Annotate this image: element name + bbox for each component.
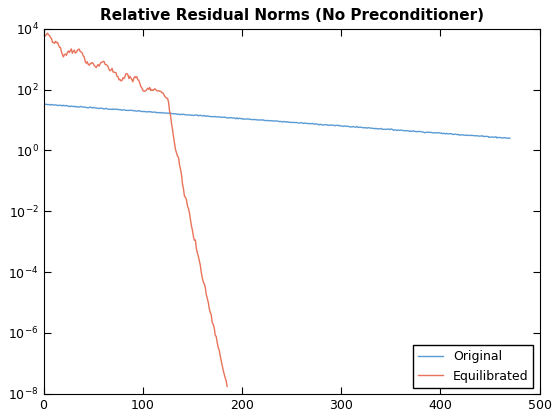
Line: Equilibrated: Equilibrated (44, 33, 227, 386)
Equilibrated (155, 88, 162, 93)
Title: Relative Residual Norms (No Preconditioner): Relative Residual Norms (No Precondition… (100, 8, 484, 24)
Legend: Original, Equilibrated: Original, Equilibrated (413, 345, 534, 388)
Equilibrated (181, 194, 188, 199)
Line: Original: Original (44, 104, 510, 138)
Equilibrated (210, 322, 217, 327)
Equilibrated (69, 51, 76, 56)
Original (40, 101, 47, 106)
Original (503, 136, 510, 141)
Original (407, 129, 414, 134)
Equilibrated (224, 384, 231, 389)
Original (192, 113, 199, 118)
Original (374, 126, 380, 131)
Equilibrated (147, 88, 154, 93)
Original (75, 104, 82, 109)
Equilibrated (44, 31, 51, 36)
Equilibrated (128, 77, 135, 82)
Equilibrated (40, 37, 47, 42)
Original (276, 119, 283, 124)
Original (507, 136, 514, 141)
Original (385, 126, 392, 131)
